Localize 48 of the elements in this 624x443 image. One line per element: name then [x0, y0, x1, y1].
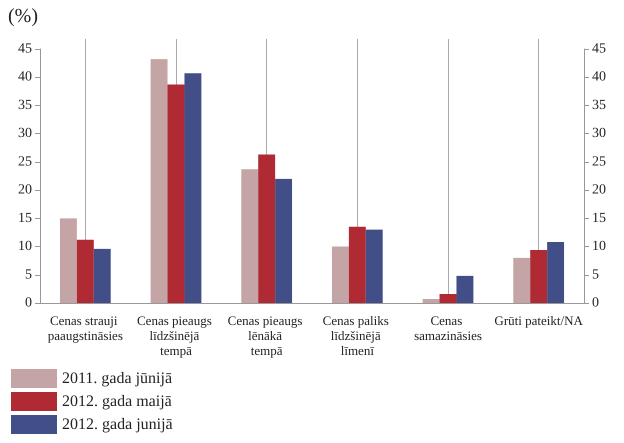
- y2-tick-label: 35: [592, 98, 606, 113]
- x-tick-label: Cenas strauji paaugstināsies: [48, 313, 123, 343]
- bar: [150, 59, 168, 303]
- bar: [184, 73, 202, 303]
- y2-tick-label: 20: [592, 182, 606, 198]
- x-tick-label: Cenas pieaugs līdzšinējā tempā: [137, 313, 215, 358]
- y-axis-title: (%): [8, 5, 38, 27]
- y2-tick-label: 25: [592, 154, 606, 170]
- y-tick-label: 30: [18, 126, 32, 142]
- bar: [60, 218, 77, 303]
- y-tick-label: 0: [25, 296, 32, 310]
- bar: [275, 178, 292, 303]
- bar: [241, 169, 258, 303]
- y-tick-label: 25: [18, 154, 32, 170]
- y2-tick-label: 0: [592, 296, 599, 310]
- bar: [332, 246, 349, 303]
- bar: [530, 250, 548, 303]
- y2-tick-label: 40: [592, 70, 606, 85]
- bar: [258, 154, 276, 303]
- legend-label: 2012. gada maijā: [62, 393, 172, 410]
- y-tick-label: 40: [18, 70, 32, 85]
- y-tick-label: 5: [25, 267, 32, 282]
- legend-label: 2011. gada jūnijā: [62, 370, 172, 387]
- bar: [348, 226, 366, 303]
- y2-tick-label: 15: [592, 210, 606, 226]
- y2-tick-label: 10: [592, 239, 606, 254]
- x-tick-label: Cenas samazināsies: [414, 313, 482, 343]
- bar: [440, 294, 456, 303]
- y-tick-label: 15: [18, 210, 32, 226]
- legend-label: 2012. gada junijā: [62, 416, 173, 433]
- x-tick-label: Grūti pateikt/NA: [494, 313, 584, 328]
- y2-tick-label: 5: [592, 267, 599, 282]
- bar: [422, 299, 440, 303]
- y-tick-label: 35: [18, 98, 32, 113]
- x-tick-label: Cenas pieaugs lēnākā tempā: [228, 313, 306, 358]
- bar: [76, 240, 94, 303]
- bar: [94, 248, 111, 303]
- x-tick-label: Cenas paliks līdzšinējā līmenī: [322, 313, 392, 358]
- y2-tick-label: 45: [592, 42, 606, 56]
- bar: [168, 84, 184, 303]
- y2-tick-label: 30: [592, 126, 606, 142]
- y-tick-label: 20: [18, 182, 32, 198]
- bar: [513, 258, 530, 303]
- y-tick-label: 10: [18, 239, 32, 254]
- bar: [366, 230, 383, 303]
- bar: [456, 276, 474, 303]
- y-tick-label: 45: [18, 42, 32, 56]
- bar: [547, 242, 564, 303]
